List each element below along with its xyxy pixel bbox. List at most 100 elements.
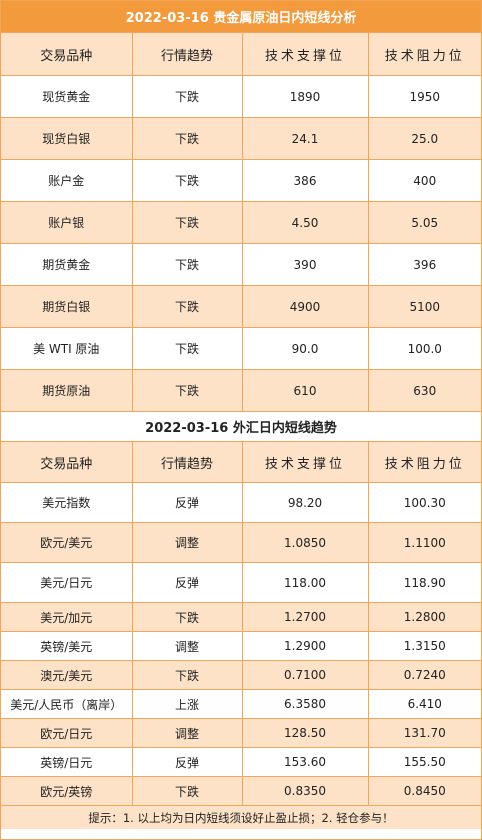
support-value: 118.00 [242, 562, 369, 603]
trend-value: 调整 [132, 522, 243, 563]
product-name: 美元/日元 [1, 562, 133, 603]
resistance-value: 25.0 [368, 117, 481, 160]
support-value: 6.3580 [242, 689, 369, 719]
table-row: 期货黄金 下跌 390 396 [1, 243, 481, 286]
support-value: 4.50 [242, 201, 369, 244]
header-trend: 行情趋势 [132, 33, 243, 76]
product-name: 期货原油 [1, 369, 133, 412]
resistance-value: 5100 [368, 285, 481, 328]
support-value: 0.8350 [242, 776, 369, 806]
product-name: 期货白银 [1, 285, 133, 328]
trend-value: 下跌 [132, 159, 243, 202]
trend-value: 下跌 [132, 285, 243, 328]
resistance-value: 131.70 [368, 718, 481, 748]
precious-metals-table: 交易品种 行情趋势 技术支撑位 技术阻力位 现货黄金 下跌 1890 1950 … [1, 33, 481, 412]
trend-value: 上涨 [132, 689, 243, 719]
support-value: 390 [242, 243, 369, 286]
trend-value: 调整 [132, 631, 243, 661]
header-resistance: 技术阻力位 [368, 33, 481, 76]
product-name: 现货黄金 [1, 75, 133, 118]
trend-value: 调整 [132, 718, 243, 748]
table-row: 澳元/美元 下跌 0.7100 0.7240 [1, 660, 481, 690]
resistance-value: 1.1100 [368, 522, 481, 563]
trend-value: 下跌 [132, 660, 243, 690]
product-name: 英镑/日元 [1, 747, 133, 777]
product-name: 澳元/美元 [1, 660, 133, 690]
table-row: 美元/加元 下跌 1.2700 1.2800 [1, 602, 481, 632]
resistance-value: 1950 [368, 75, 481, 118]
resistance-value: 0.7240 [368, 660, 481, 690]
resistance-value: 100.30 [368, 482, 481, 523]
trend-value: 下跌 [132, 327, 243, 370]
support-value: 1.2700 [242, 602, 369, 632]
product-name: 账户金 [1, 159, 133, 202]
resistance-value: 0.8450 [368, 776, 481, 806]
table-row: 美元指数 反弹 98.20 100.30 [1, 482, 481, 523]
trend-value: 下跌 [132, 369, 243, 412]
header-support: 技术支撑位 [242, 442, 369, 483]
resistance-value: 400 [368, 159, 481, 202]
resistance-value: 396 [368, 243, 481, 286]
support-value: 90.0 [242, 327, 369, 370]
table-row: 账户银 下跌 4.50 5.05 [1, 201, 481, 244]
trend-value: 下跌 [132, 75, 243, 118]
product-name: 账户银 [1, 201, 133, 244]
header-support: 技术支撑位 [242, 33, 369, 76]
product-name: 美元指数 [1, 482, 133, 523]
table-row: 欧元/英镑 下跌 0.8350 0.8450 [1, 776, 481, 806]
resistance-value: 630 [368, 369, 481, 412]
resistance-value: 118.90 [368, 562, 481, 603]
trend-value: 反弹 [132, 562, 243, 603]
product-name: 欧元/美元 [1, 522, 133, 563]
support-value: 4900 [242, 285, 369, 328]
product-name: 欧元/英镑 [1, 776, 133, 806]
trend-value: 下跌 [132, 117, 243, 160]
table-row: 账户金 下跌 386 400 [1, 159, 481, 202]
product-name: 欧元/日元 [1, 718, 133, 748]
table-row: 现货白银 下跌 24.1 25.0 [1, 117, 481, 160]
resistance-value: 1.2800 [368, 602, 481, 632]
support-value: 386 [242, 159, 369, 202]
resistance-value: 6.410 [368, 689, 481, 719]
table-row: 美元/日元 反弹 118.00 118.90 [1, 562, 481, 603]
footer-tip: 提示：1. 以上均为日内短线须设好止盈止损；2. 轻仓参与！ [1, 806, 481, 829]
trend-value: 下跌 [132, 776, 243, 806]
support-value: 610 [242, 369, 369, 412]
table-row: 期货原油 下跌 610 630 [1, 369, 481, 412]
table-row: 期货白银 下跌 4900 5100 [1, 285, 481, 328]
product-name: 现货白银 [1, 117, 133, 160]
product-name: 美元/加元 [1, 602, 133, 632]
forex-title: 2022-03-16 外汇日内短线趋势 [1, 412, 481, 442]
resistance-value: 155.50 [368, 747, 481, 777]
header-resistance: 技术阻力位 [368, 442, 481, 483]
table-row: 美 WTI 原油 下跌 90.0 100.0 [1, 327, 481, 370]
support-value: 24.1 [242, 117, 369, 160]
support-value: 128.50 [242, 718, 369, 748]
table-row: 美元/人民币（离岸） 上涨 6.3580 6.410 [1, 689, 481, 719]
product-name: 英镑/美元 [1, 631, 133, 661]
table-header-row: 交易品种 行情趋势 技术支撑位 技术阻力位 [1, 33, 481, 76]
precious-metals-title: 2022-03-16 贵金属原油日内短线分析 [1, 1, 481, 33]
resistance-value: 1.3150 [368, 631, 481, 661]
table-row: 现货黄金 下跌 1890 1950 [1, 75, 481, 118]
support-value: 1.2900 [242, 631, 369, 661]
header-trend: 行情趋势 [132, 442, 243, 483]
table-row: 欧元/美元 调整 1.0850 1.1100 [1, 522, 481, 563]
table-row: 英镑/美元 调整 1.2900 1.3150 [1, 631, 481, 661]
header-product: 交易品种 [1, 442, 133, 483]
header-product: 交易品种 [1, 33, 133, 76]
resistance-value: 100.0 [368, 327, 481, 370]
trend-value: 反弹 [132, 482, 243, 523]
support-value: 1.0850 [242, 522, 369, 563]
trend-value: 反弹 [132, 747, 243, 777]
product-name: 美元/人民币（离岸） [1, 689, 133, 719]
support-value: 0.7100 [242, 660, 369, 690]
support-value: 1890 [242, 75, 369, 118]
trend-value: 下跌 [132, 243, 243, 286]
table-header-row: 交易品种 行情趋势 技术支撑位 技术阻力位 [1, 442, 481, 483]
table-row: 欧元/日元 调整 128.50 131.70 [1, 718, 481, 748]
trend-value: 下跌 [132, 201, 243, 244]
product-name: 美 WTI 原油 [1, 327, 133, 370]
resistance-value: 5.05 [368, 201, 481, 244]
